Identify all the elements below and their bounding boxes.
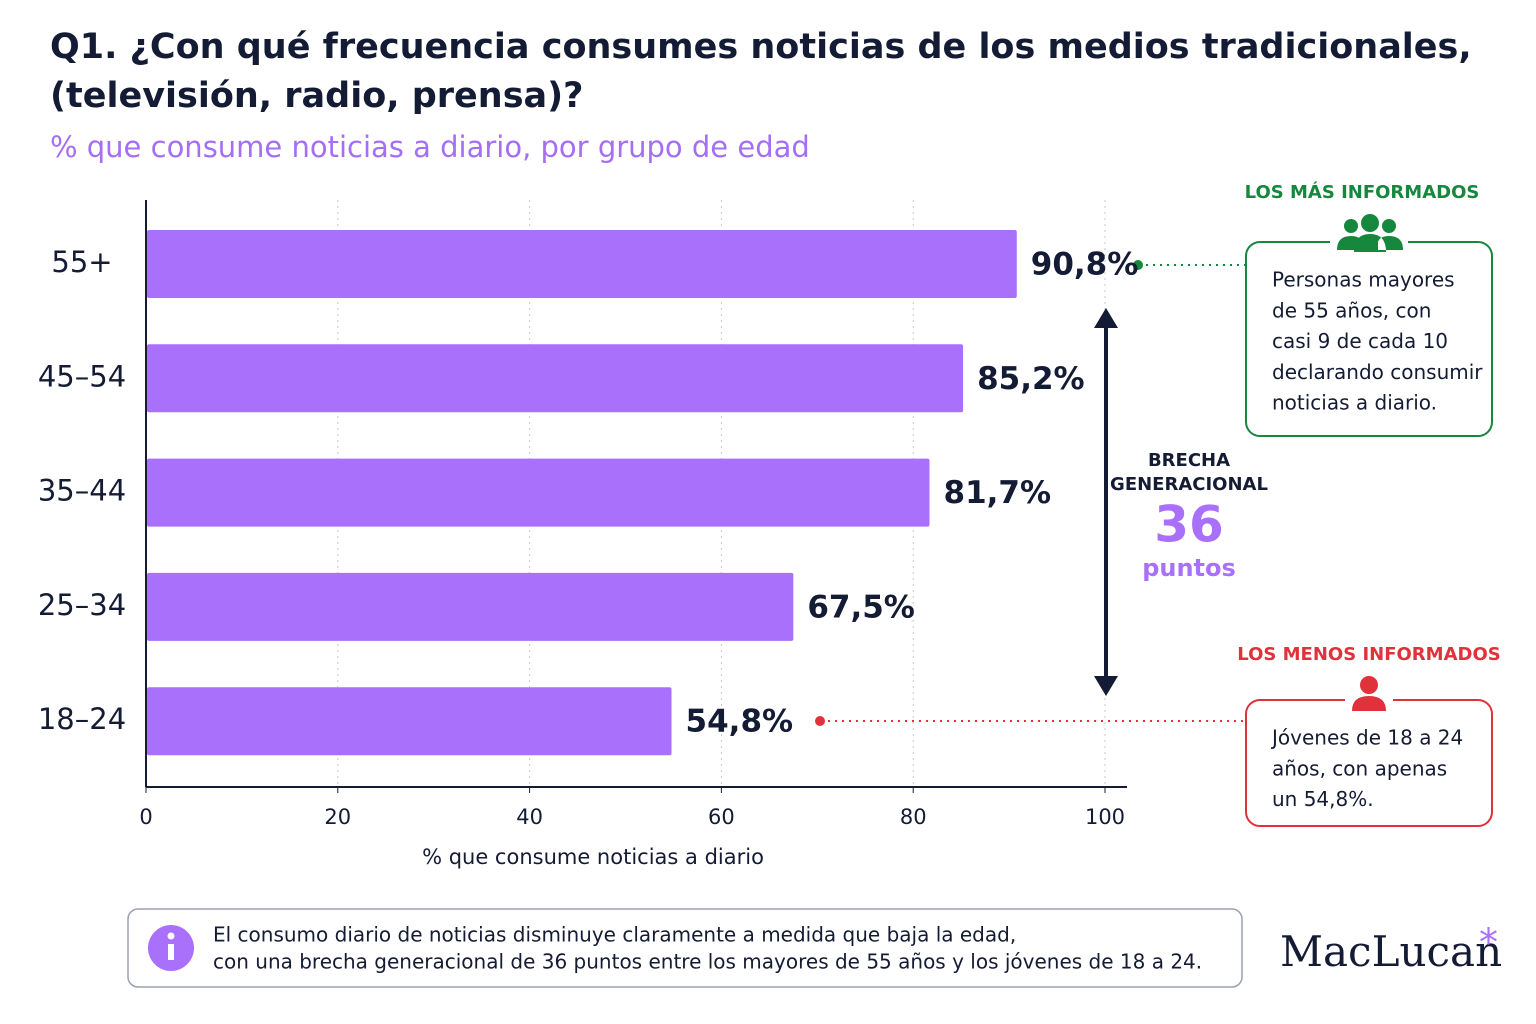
note-text: con una brecha generacional de 36 puntos… <box>213 950 1202 974</box>
info-icon-stem <box>168 944 174 960</box>
value-label: 54,8% <box>686 704 794 740</box>
callout-dot <box>815 716 825 726</box>
bar <box>147 458 930 527</box>
callout-dot <box>1133 260 1143 270</box>
bar <box>147 230 1017 298</box>
callout-text: Jóvenes de 18 a 24 <box>1270 726 1463 750</box>
chart-subtitle: % que consume noticias a diario, por gru… <box>50 130 810 164</box>
chart-title: Q1. ¿Con qué frecuencia consumes noticia… <box>50 27 1472 67</box>
gap-label: BRECHA <box>1148 450 1230 471</box>
value-label: 67,5% <box>807 589 915 625</box>
x-tick-label: 60 <box>708 805 735 829</box>
value-label: 85,2% <box>977 361 1085 397</box>
value-label: 81,7% <box>944 475 1052 511</box>
bar <box>147 344 964 413</box>
chart-title: (televisión, radio, prensa)? <box>50 76 583 116</box>
gap-unit: puntos <box>1142 554 1236 582</box>
x-tick-label: 20 <box>324 805 351 829</box>
callout-text: de 55 años, con <box>1272 298 1431 322</box>
note-box <box>127 908 1243 988</box>
info-icon-dot <box>167 932 175 940</box>
x-tick-label: 40 <box>516 805 543 829</box>
logo-mark: * <box>1479 921 1498 965</box>
gap-label: GENERACIONAL <box>1110 474 1268 495</box>
callout-title: LOS MENOS INFORMADOS <box>1237 644 1500 665</box>
x-tick-label: 80 <box>900 805 927 829</box>
callout-text: casi 9 de cada 10 <box>1272 329 1448 353</box>
y-tick-label: 55+ <box>51 245 112 279</box>
bar <box>147 572 794 641</box>
y-tick-label: 18–24 <box>38 702 126 736</box>
y-tick-label: 25–34 <box>38 588 126 622</box>
y-tick-label: 45–54 <box>38 359 126 393</box>
value-label: 90,8% <box>1031 247 1139 283</box>
callout-text: Personas mayores <box>1272 268 1455 292</box>
gap-value: 36 <box>1154 496 1224 554</box>
callout-text: declarando consumir <box>1272 360 1483 384</box>
people-icon <box>1337 214 1403 252</box>
person-icon <box>1352 676 1386 711</box>
note-text: El consumo diario de noticias disminuye … <box>213 923 1016 947</box>
bar <box>147 687 672 756</box>
callout-text: años, con apenas <box>1272 756 1447 780</box>
callout-title: LOS MÁS INFORMADOS <box>1245 181 1480 203</box>
x-tick-label: 100 <box>1085 805 1125 829</box>
x-axis-label: % que consume noticias a diario <box>422 845 764 869</box>
callout-text: noticias a diario. <box>1272 391 1437 415</box>
y-tick-label: 35–44 <box>38 474 126 508</box>
logo: MacLucan <box>1280 927 1502 976</box>
x-tick-label: 0 <box>139 805 152 829</box>
callout-text: un 54,8%. <box>1272 787 1374 811</box>
